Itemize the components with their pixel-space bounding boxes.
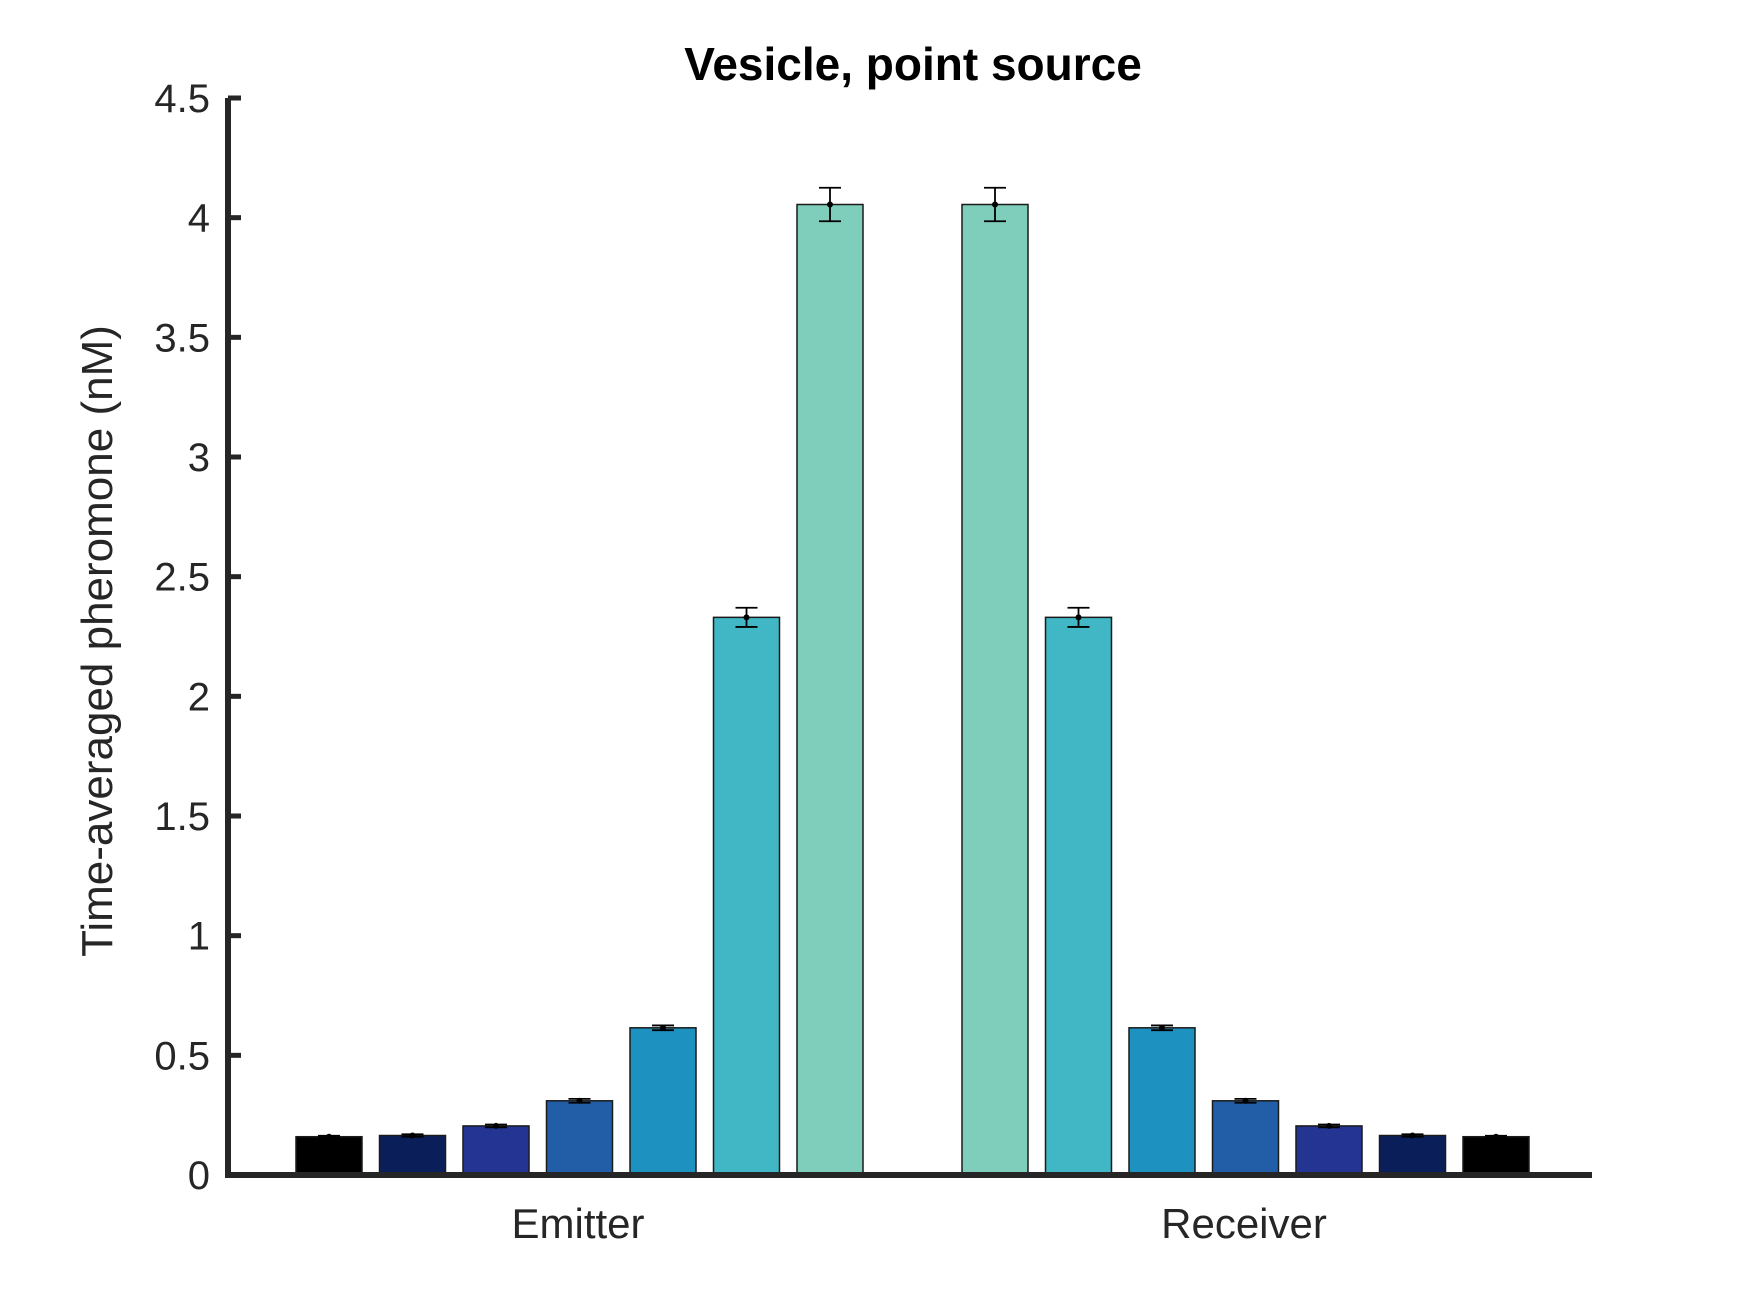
chart-title: Vesicle, point source [684, 38, 1142, 90]
mean-marker [1493, 1133, 1499, 1140]
bars-layer [295, 203, 1530, 1176]
mean-marker [743, 614, 750, 621]
bar-emitter-2 [378, 1134, 447, 1176]
bar-receiver-3 [1128, 1027, 1196, 1176]
mean-marker [1159, 1024, 1165, 1031]
error-bar-receiver-4 [1234, 1097, 1257, 1104]
y-tick-label: 3.5 [154, 316, 210, 360]
y-axis-title: Time-averaged pheromone (nM) [73, 325, 122, 957]
error-bar-receiver-7 [1485, 1133, 1507, 1140]
bar-receiver-4 [1211, 1100, 1280, 1176]
y-tick-label: 1.5 [154, 795, 210, 839]
mean-marker [660, 1024, 666, 1031]
error-bar-receiver-1 [984, 186, 1006, 223]
bar-emitter-1 [295, 1135, 363, 1176]
bar-emitter-4 [545, 1100, 614, 1176]
error-bar-emitter-4 [568, 1097, 591, 1104]
y-tick-label: 0 [188, 1154, 210, 1198]
bar-receiver-1 [961, 203, 1029, 1176]
error-bar-emitter-2 [401, 1132, 424, 1139]
y-tick-label: 3 [188, 436, 210, 480]
y-tick-label: 4.5 [154, 77, 210, 121]
error-bar-emitter-3 [485, 1122, 507, 1129]
mean-marker [1242, 1097, 1249, 1104]
bar-receiver-2 [1044, 616, 1113, 1176]
bar-emitter-3 [462, 1125, 530, 1176]
bar-emitter-7 [796, 203, 864, 1176]
mean-marker [576, 1097, 583, 1104]
bar-receiver-5 [1295, 1125, 1363, 1176]
x-category-labels: Emitter Receiver [511, 1200, 1326, 1247]
mean-marker [1326, 1122, 1332, 1129]
bar-emitter-6 [712, 616, 781, 1176]
error-bar-emitter-7 [819, 186, 841, 223]
bar-receiver-7 [1462, 1135, 1530, 1176]
error-bar-emitter-1 [318, 1133, 340, 1140]
y-tick-label: 2.5 [154, 556, 210, 600]
y-tick-label: 1 [188, 915, 210, 959]
y-ticks-layer: 0 0.5 1 1.5 2 2.5 3 3.5 4 4.5 [154, 77, 241, 1198]
y-tick-label: 0.5 [154, 1034, 210, 1078]
error-bar-receiver-6 [1401, 1132, 1424, 1139]
error-bar-emitter-6 [735, 606, 758, 628]
mean-marker [1409, 1132, 1416, 1139]
x-category-label-emitter: Emitter [511, 1200, 644, 1247]
axes-layer [225, 98, 1592, 1178]
mean-marker [827, 201, 833, 208]
bar-emitter-5 [629, 1027, 697, 1176]
error-bars-layer [318, 186, 1507, 1140]
x-category-label-receiver: Receiver [1161, 1200, 1327, 1247]
error-bar-receiver-3 [1151, 1024, 1173, 1032]
y-tick-label: 2 [188, 675, 210, 719]
error-bar-emitter-5 [652, 1024, 674, 1032]
error-bar-receiver-5 [1318, 1122, 1340, 1129]
mean-marker [409, 1132, 416, 1139]
mean-marker [493, 1122, 499, 1129]
mean-marker [326, 1133, 332, 1140]
mean-marker [1075, 614, 1082, 621]
y-tick-label: 4 [188, 197, 210, 241]
error-bar-receiver-2 [1067, 606, 1090, 628]
mean-marker [992, 201, 998, 208]
bar-receiver-6 [1378, 1134, 1447, 1176]
